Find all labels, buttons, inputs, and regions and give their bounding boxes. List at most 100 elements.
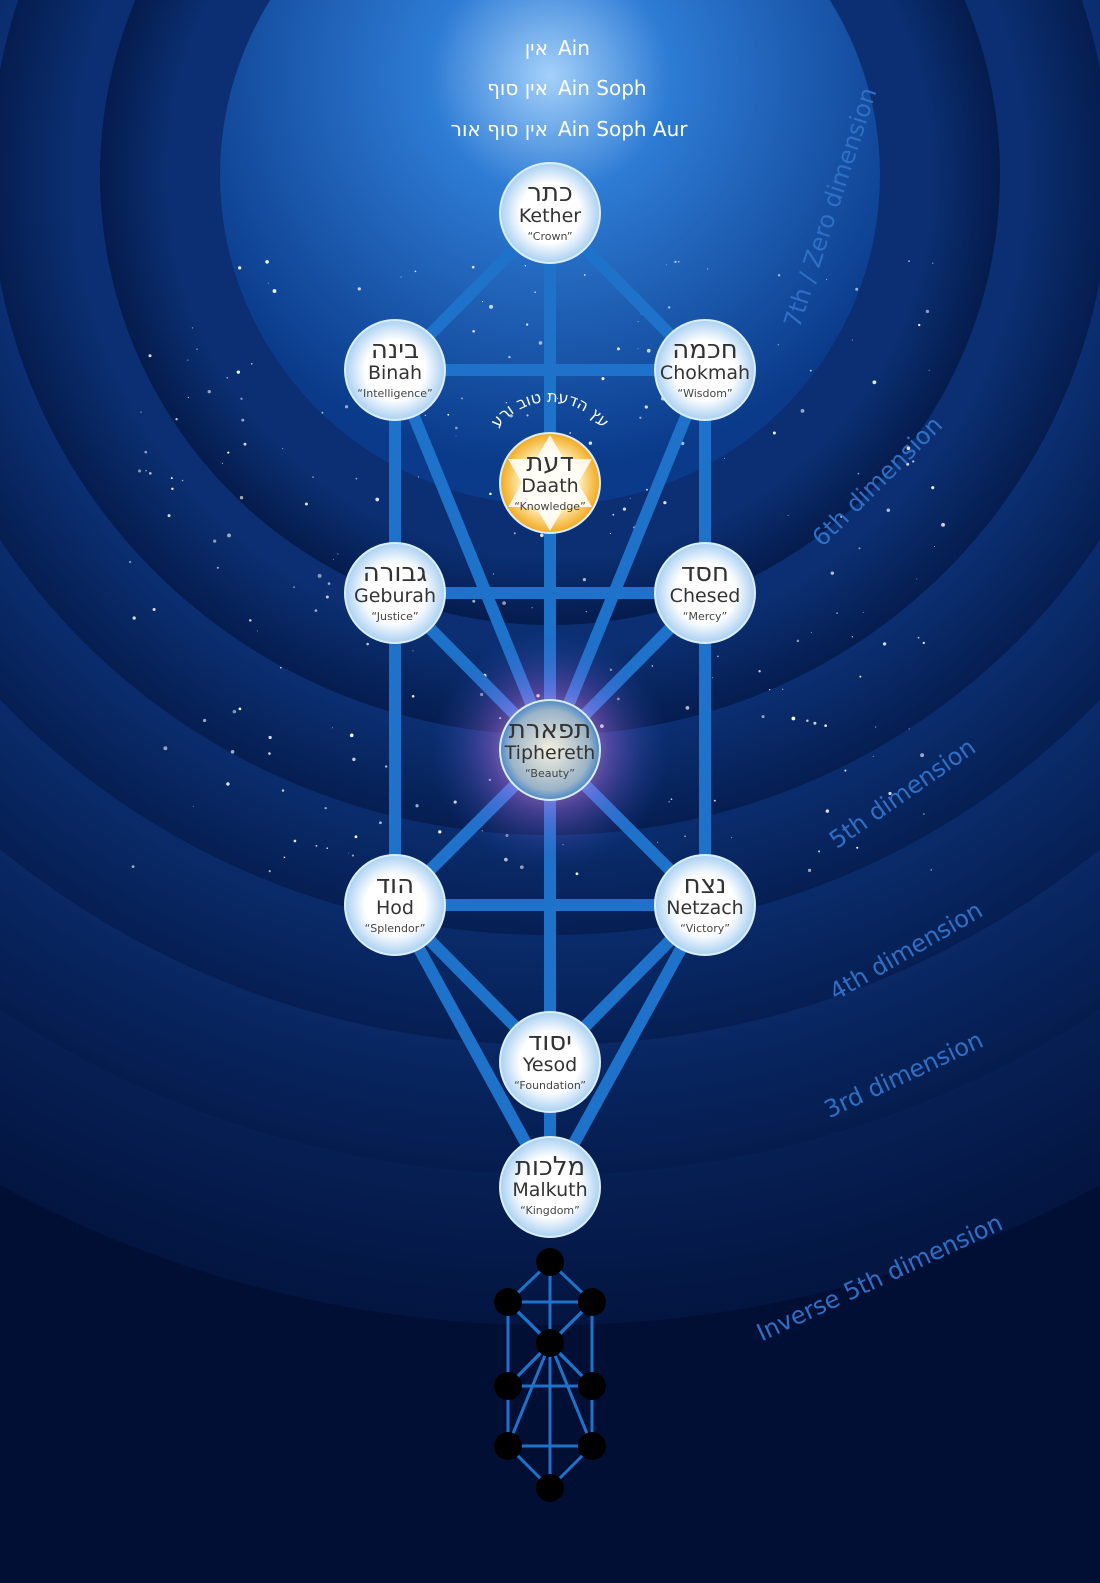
- star: [808, 869, 811, 872]
- star: [233, 710, 237, 714]
- sephirah-name: Malkuth: [512, 1179, 587, 1201]
- star: [859, 676, 861, 678]
- star: [586, 611, 587, 612]
- star: [931, 486, 934, 489]
- star: [358, 287, 361, 290]
- star: [356, 478, 358, 480]
- star: [806, 720, 808, 722]
- hebrew-name: הוד: [376, 870, 414, 900]
- star: [472, 330, 475, 333]
- star: [227, 452, 229, 454]
- star: [671, 798, 673, 800]
- star: [447, 414, 449, 416]
- star: [352, 758, 355, 761]
- star: [762, 715, 765, 718]
- hebrew-name: גבורה: [363, 558, 428, 588]
- star: [284, 857, 286, 859]
- inverse-node: [578, 1432, 606, 1460]
- star: [238, 266, 241, 269]
- star: [148, 354, 151, 357]
- star: [326, 596, 329, 599]
- star: [540, 533, 544, 537]
- star: [908, 260, 910, 262]
- star: [731, 837, 732, 838]
- star: [831, 571, 834, 574]
- header-hebrew: אין: [525, 36, 548, 60]
- star: [348, 853, 349, 854]
- star: [714, 800, 716, 802]
- star: [315, 845, 317, 847]
- star: [623, 507, 626, 510]
- star: [268, 283, 269, 284]
- star: [315, 609, 318, 612]
- star: [226, 377, 228, 379]
- star: [923, 813, 925, 815]
- star: [514, 532, 516, 534]
- star: [502, 601, 506, 605]
- star: [425, 415, 427, 417]
- star: [801, 409, 805, 413]
- star: [226, 782, 229, 785]
- star: [138, 469, 141, 472]
- star: [145, 470, 146, 471]
- header-latin: Ain Soph: [558, 76, 647, 100]
- star: [668, 306, 670, 308]
- sephirah-meaning: “Crown”: [527, 230, 572, 243]
- star: [792, 717, 796, 721]
- star: [144, 451, 147, 454]
- star: [778, 274, 780, 276]
- star: [472, 266, 475, 269]
- star: [929, 370, 930, 371]
- star: [569, 432, 571, 434]
- star: [188, 397, 189, 398]
- star: [249, 619, 252, 622]
- sephirah-meaning: “Foundation”: [514, 1079, 586, 1092]
- sephirah-name: Yesod: [522, 1054, 577, 1076]
- star: [818, 850, 820, 852]
- star: [875, 726, 876, 727]
- star: [824, 724, 827, 727]
- star: [415, 804, 418, 807]
- star: [645, 405, 648, 408]
- star: [858, 473, 860, 475]
- star: [239, 708, 242, 711]
- star: [639, 417, 641, 419]
- header-hebrew: אין סוף: [487, 76, 548, 100]
- inverse-node: [536, 1474, 564, 1502]
- star: [638, 348, 639, 349]
- star: [461, 397, 463, 399]
- star: [352, 854, 354, 856]
- sephirah-meaning: “Justice”: [371, 610, 418, 623]
- star: [883, 642, 886, 645]
- star: [438, 830, 441, 833]
- star: [872, 380, 876, 384]
- star: [265, 260, 268, 263]
- star: [678, 261, 679, 262]
- star: [455, 427, 458, 430]
- star: [208, 390, 211, 393]
- star: [237, 370, 240, 373]
- star: [269, 736, 272, 739]
- star: [257, 630, 258, 631]
- sephirah-meaning: “Mercy”: [683, 610, 728, 623]
- star: [222, 463, 223, 464]
- star: [778, 344, 779, 345]
- star: [415, 271, 417, 273]
- star: [918, 637, 920, 639]
- star: [294, 840, 297, 843]
- star: [652, 665, 653, 666]
- sephirah-meaning: “Intelligence”: [357, 387, 432, 400]
- star: [168, 514, 171, 517]
- star: [337, 553, 338, 554]
- star: [379, 821, 382, 824]
- hebrew-name: בינה: [371, 335, 419, 365]
- star: [193, 806, 194, 807]
- star: [852, 636, 853, 637]
- star: [797, 640, 800, 643]
- inverse-node: [578, 1372, 606, 1400]
- star: [858, 547, 860, 549]
- star: [769, 689, 770, 690]
- star: [412, 650, 413, 651]
- star: [333, 559, 334, 560]
- star: [171, 488, 173, 490]
